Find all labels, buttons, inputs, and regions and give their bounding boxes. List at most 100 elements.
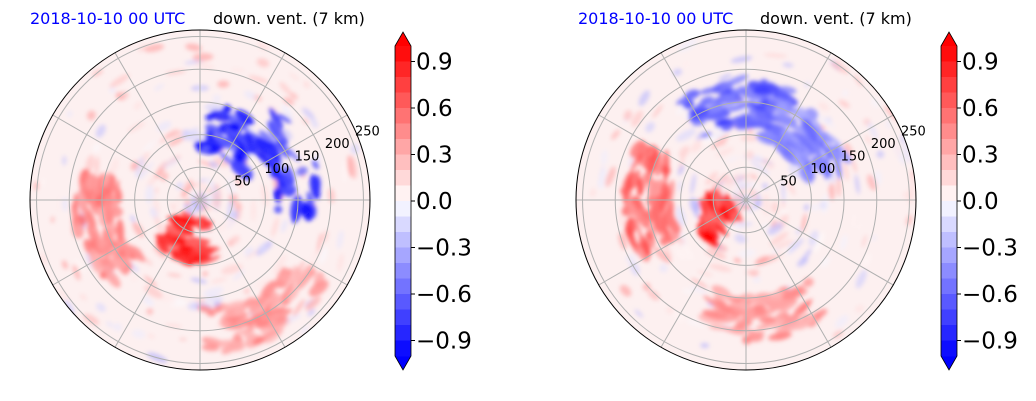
field-blob [165, 130, 183, 138]
variable-label: down. vent. (7 km) [213, 9, 365, 28]
field-blob [803, 204, 810, 211]
field-blob [278, 114, 292, 124]
field-blob [749, 335, 764, 342]
field-blob [268, 107, 284, 130]
field-blob [108, 222, 115, 235]
field-blob [843, 160, 849, 182]
field-blob [767, 298, 790, 311]
field-blob [131, 329, 146, 339]
variable-label: down. vent. (7 km) [760, 9, 912, 28]
colorbar-band [395, 92, 411, 109]
field-blob [645, 230, 652, 241]
colorbar-tick-label: 0.0 [962, 189, 999, 215]
field-blob [95, 302, 106, 313]
field-blob [284, 165, 295, 186]
field-blob [652, 104, 663, 118]
field-blob [74, 259, 87, 274]
grid-spoke [52, 199, 201, 286]
grid-spoke [114, 199, 201, 348]
field-blob [309, 248, 319, 265]
field-blob [147, 333, 155, 339]
radial-tick-label: 100 [810, 162, 835, 177]
colorbar-band [941, 201, 957, 217]
grid-spoke [598, 114, 747, 201]
field-blob [862, 253, 872, 268]
field-blob [826, 134, 842, 148]
field-blob [162, 294, 176, 305]
field-blob [647, 178, 658, 202]
field-blob [201, 344, 220, 352]
field-blob [248, 295, 267, 313]
field-blob [205, 192, 213, 204]
field-blob [308, 280, 329, 297]
colorbar-band [941, 263, 957, 279]
colorbar-band [941, 278, 957, 295]
colorbar-band [941, 123, 957, 140]
field-blob [777, 113, 798, 129]
field-blob [625, 226, 637, 248]
field-blob [114, 227, 124, 240]
field-blob [617, 213, 627, 227]
field-blob [812, 119, 823, 134]
colorbar-band [941, 92, 957, 109]
field-blob [271, 216, 279, 238]
polar-plot: 50 100 150 200 250 0.9 0.6 0.3 0.0 −0.3 −0.6 −0.9 [29, 29, 472, 371]
colorbar-band [395, 325, 411, 341]
field-blob [605, 166, 616, 188]
field-blob [700, 342, 710, 348]
colorbar-band [395, 340, 411, 357]
field-blob [79, 175, 90, 202]
colorbar-band [941, 61, 957, 78]
field-blob [908, 174, 914, 185]
field-blob [281, 104, 294, 120]
field-blob [703, 98, 725, 107]
field-blob [666, 214, 680, 234]
field-blob [818, 102, 830, 111]
field-blob [676, 205, 686, 227]
field-blob [170, 202, 177, 212]
radial-tick-label: 250 [355, 124, 380, 139]
field-blob [95, 124, 106, 138]
field-blob [708, 263, 732, 272]
field-blob [203, 287, 224, 297]
field-blob [280, 219, 288, 233]
field-blob [820, 256, 831, 268]
field-blob [187, 302, 201, 311]
field-blob [870, 97, 880, 108]
colorbar-tick-label: 0.9 [416, 50, 453, 76]
field-blob [636, 177, 644, 196]
field-blob [274, 205, 283, 214]
field-blob [747, 129, 754, 134]
field-blob [56, 193, 60, 214]
field-blob [739, 212, 761, 219]
field-blob [734, 233, 747, 244]
field-blob [156, 235, 182, 247]
colorbar: 0.9 0.6 0.3 0.0 −0.3 −0.6 −0.9 [394, 31, 472, 371]
field-blob [102, 171, 111, 188]
field-blob [758, 316, 777, 324]
field-blob [151, 134, 164, 148]
colorbar-tick-label: 0.0 [416, 189, 453, 215]
colorbar-band [941, 232, 957, 248]
field-blob [161, 157, 181, 169]
field-blob [768, 157, 785, 170]
field-blob [175, 195, 180, 208]
field-blob [164, 323, 183, 328]
field-blob [856, 221, 863, 232]
field-blob [678, 238, 685, 245]
field-blob [754, 255, 770, 266]
field-blob [85, 154, 95, 173]
field-blob [752, 84, 780, 96]
colorbar-band [395, 77, 411, 93]
field-blob [182, 127, 200, 137]
field-blob [201, 271, 209, 277]
colorbar-extend-max [395, 32, 411, 46]
field-blob [717, 140, 727, 147]
field-blob [281, 282, 294, 301]
field-blob [245, 250, 259, 259]
field-blob [706, 189, 716, 212]
field-blob [781, 129, 801, 145]
field-blob [61, 197, 69, 212]
field-blob [750, 160, 770, 175]
field-blob [675, 94, 696, 105]
